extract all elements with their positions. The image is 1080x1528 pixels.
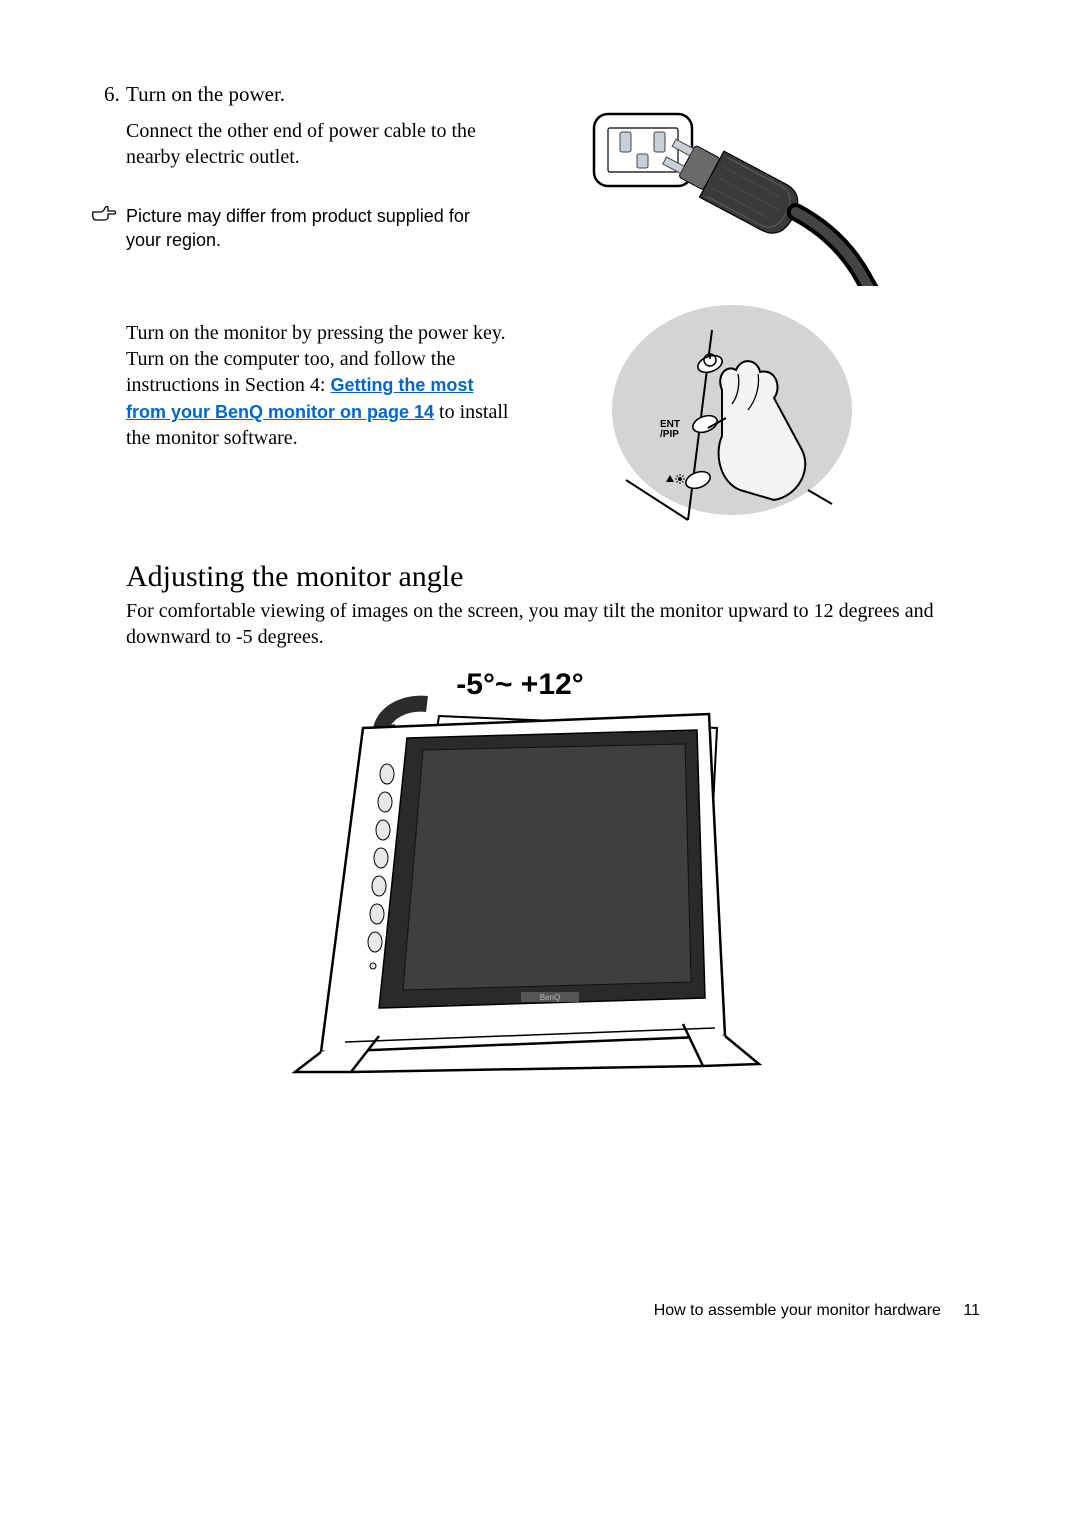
step-title: Turn on the power. — [126, 82, 285, 107]
note-hand-icon — [90, 202, 118, 229]
step-body-connect: Connect the other end of power cable to … — [126, 118, 526, 171]
page-footer: How to assemble your monitor hardware 11 — [90, 1302, 980, 1320]
step-body-monitor-on: Turn on the monitor by pressing the powe… — [126, 320, 516, 346]
label-pip: /PIP — [660, 429, 679, 440]
figure-press-power: ENT /PIP — [582, 300, 882, 535]
tilt-range-label: -5°~ +12° — [456, 668, 583, 701]
footer-page-number: 11 — [963, 1302, 980, 1319]
svg-text:BenQ: BenQ — [540, 993, 560, 1002]
note-text: Picture may differ from product supplied… — [126, 204, 506, 253]
section-body: For comfortable viewing of images on the… — [126, 598, 966, 651]
figure-tilt-monitor: -5°~ +12° BenQ — [285, 664, 785, 1089]
figure-power-plug — [582, 106, 952, 291]
heading-adjust-angle: Adjusting the monitor angle — [126, 560, 463, 594]
step-body-computer-on: Turn on the computer too, and follow the… — [126, 346, 516, 452]
footer-title: How to assemble your monitor hardware — [654, 1302, 941, 1319]
step-number: 6. — [104, 82, 120, 107]
